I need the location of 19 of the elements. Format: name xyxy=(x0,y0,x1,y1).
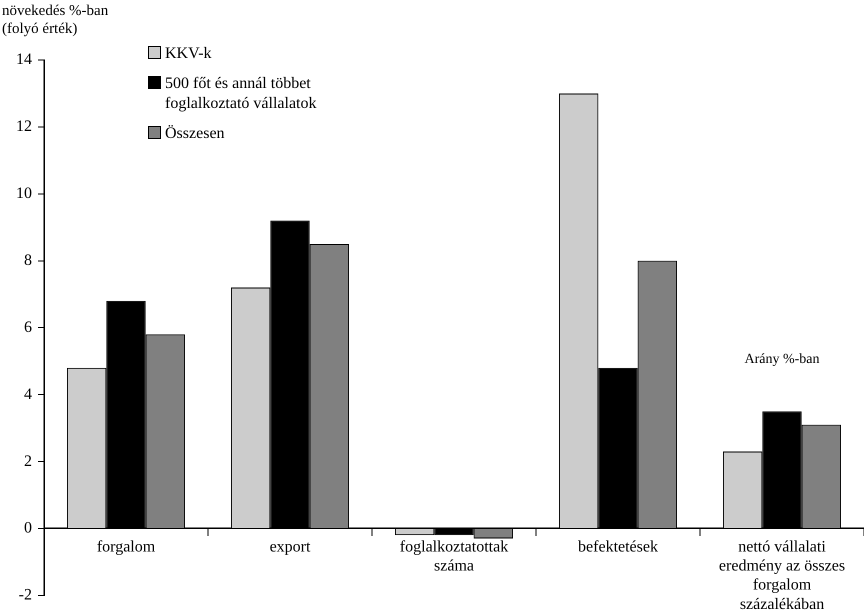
y-tick-label: 8 xyxy=(24,252,32,269)
y-tick-label: 12 xyxy=(16,118,32,136)
x-tick-label: foglalkoztatottak száma xyxy=(400,538,508,574)
y-tick-label: 0 xyxy=(24,520,32,537)
y-axis-title: növekedés %-ban (folyó érték) xyxy=(2,2,110,38)
legend-label: KKV-k xyxy=(165,44,213,64)
legend-label: Összesen xyxy=(165,124,226,144)
x-tick-label: nettó vállalati eredmény az összes forgalom százalékában xyxy=(718,538,846,611)
y-tick-label: 10 xyxy=(16,185,32,202)
y-tick-label: 4 xyxy=(24,386,32,403)
x-tick-label: befektetések xyxy=(578,538,658,556)
y-tick-label: 2 xyxy=(24,452,32,470)
y-tick-label: 6 xyxy=(24,318,32,336)
x-tick-label: forgalom xyxy=(96,538,156,556)
y-tick-label: 14 xyxy=(16,51,32,68)
annotation: Arány %-ban xyxy=(744,352,820,368)
legend-label: 500 főt és annál többet foglalkoztató vállalatok xyxy=(165,74,318,114)
x-tick-label: export xyxy=(270,538,311,556)
y-tick-label: -2 xyxy=(18,586,32,604)
